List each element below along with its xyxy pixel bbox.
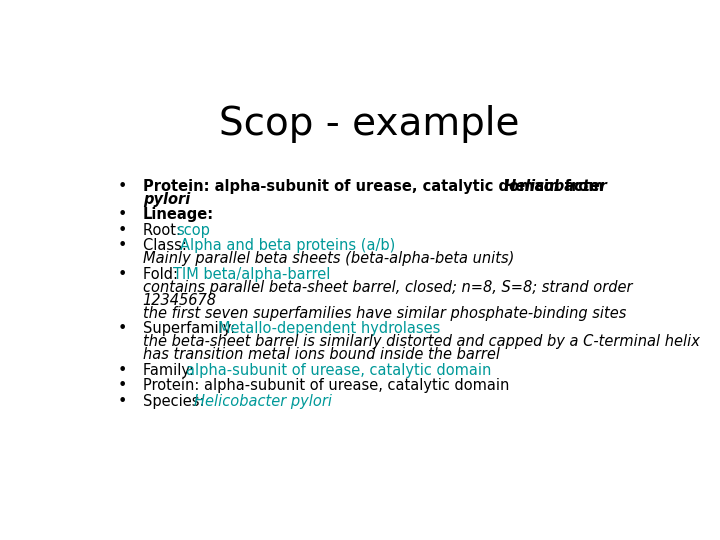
Text: •: •	[118, 222, 127, 238]
Text: •: •	[118, 321, 127, 336]
Text: •: •	[118, 378, 127, 393]
Text: Fold:: Fold:	[143, 267, 182, 281]
Text: has transition metal ions bound inside the barrel: has transition metal ions bound inside t…	[143, 347, 500, 362]
Text: •: •	[118, 363, 127, 378]
Text: Alpha and beta proteins (a/b): Alpha and beta proteins (a/b)	[180, 238, 395, 253]
Text: •: •	[118, 238, 127, 253]
Text: Helicobacter pylori: Helicobacter pylori	[194, 394, 332, 409]
Text: the first seven superfamilies have similar phosphate-binding sites: the first seven superfamilies have simil…	[143, 306, 626, 321]
Text: •: •	[118, 267, 127, 281]
Text: scop: scop	[176, 222, 210, 238]
Text: alpha-subunit of urease, catalytic domain: alpha-subunit of urease, catalytic domai…	[186, 363, 491, 378]
Text: pylori: pylori	[143, 192, 190, 207]
Text: Protein: alpha-subunit of urease, catalytic domain: Protein: alpha-subunit of urease, cataly…	[143, 378, 509, 393]
Text: 12345678: 12345678	[143, 293, 217, 308]
Text: Metallo-dependent hydrolases: Metallo-dependent hydrolases	[217, 321, 440, 336]
Text: the beta-sheet barrel is similarly distorted and capped by a C-terminal helix: the beta-sheet barrel is similarly disto…	[143, 334, 700, 349]
Text: Family:: Family:	[143, 363, 198, 378]
Text: Protein: alpha-subunit of urease, catalytic domain from: Protein: alpha-subunit of urease, cataly…	[143, 179, 608, 194]
Text: TIM beta/alpha-barrel: TIM beta/alpha-barrel	[174, 267, 330, 281]
Text: contains parallel beta-sheet barrel, closed; n=8, S=8; strand order: contains parallel beta-sheet barrel, clo…	[143, 280, 632, 295]
Text: Species:: Species:	[143, 394, 209, 409]
Text: •: •	[118, 207, 127, 222]
Text: •: •	[118, 394, 127, 409]
Text: Class:: Class:	[143, 238, 192, 253]
Text: Superfamily:: Superfamily:	[143, 321, 240, 336]
Text: Root:: Root:	[143, 222, 185, 238]
Text: •: •	[118, 179, 127, 194]
Text: Scop - example: Scop - example	[219, 105, 519, 143]
Text: Lineage:: Lineage:	[143, 207, 214, 222]
Text: Mainly parallel beta sheets (beta-alpha-beta units): Mainly parallel beta sheets (beta-alpha-…	[143, 251, 514, 266]
Text: Helicobacter: Helicobacter	[504, 179, 608, 194]
